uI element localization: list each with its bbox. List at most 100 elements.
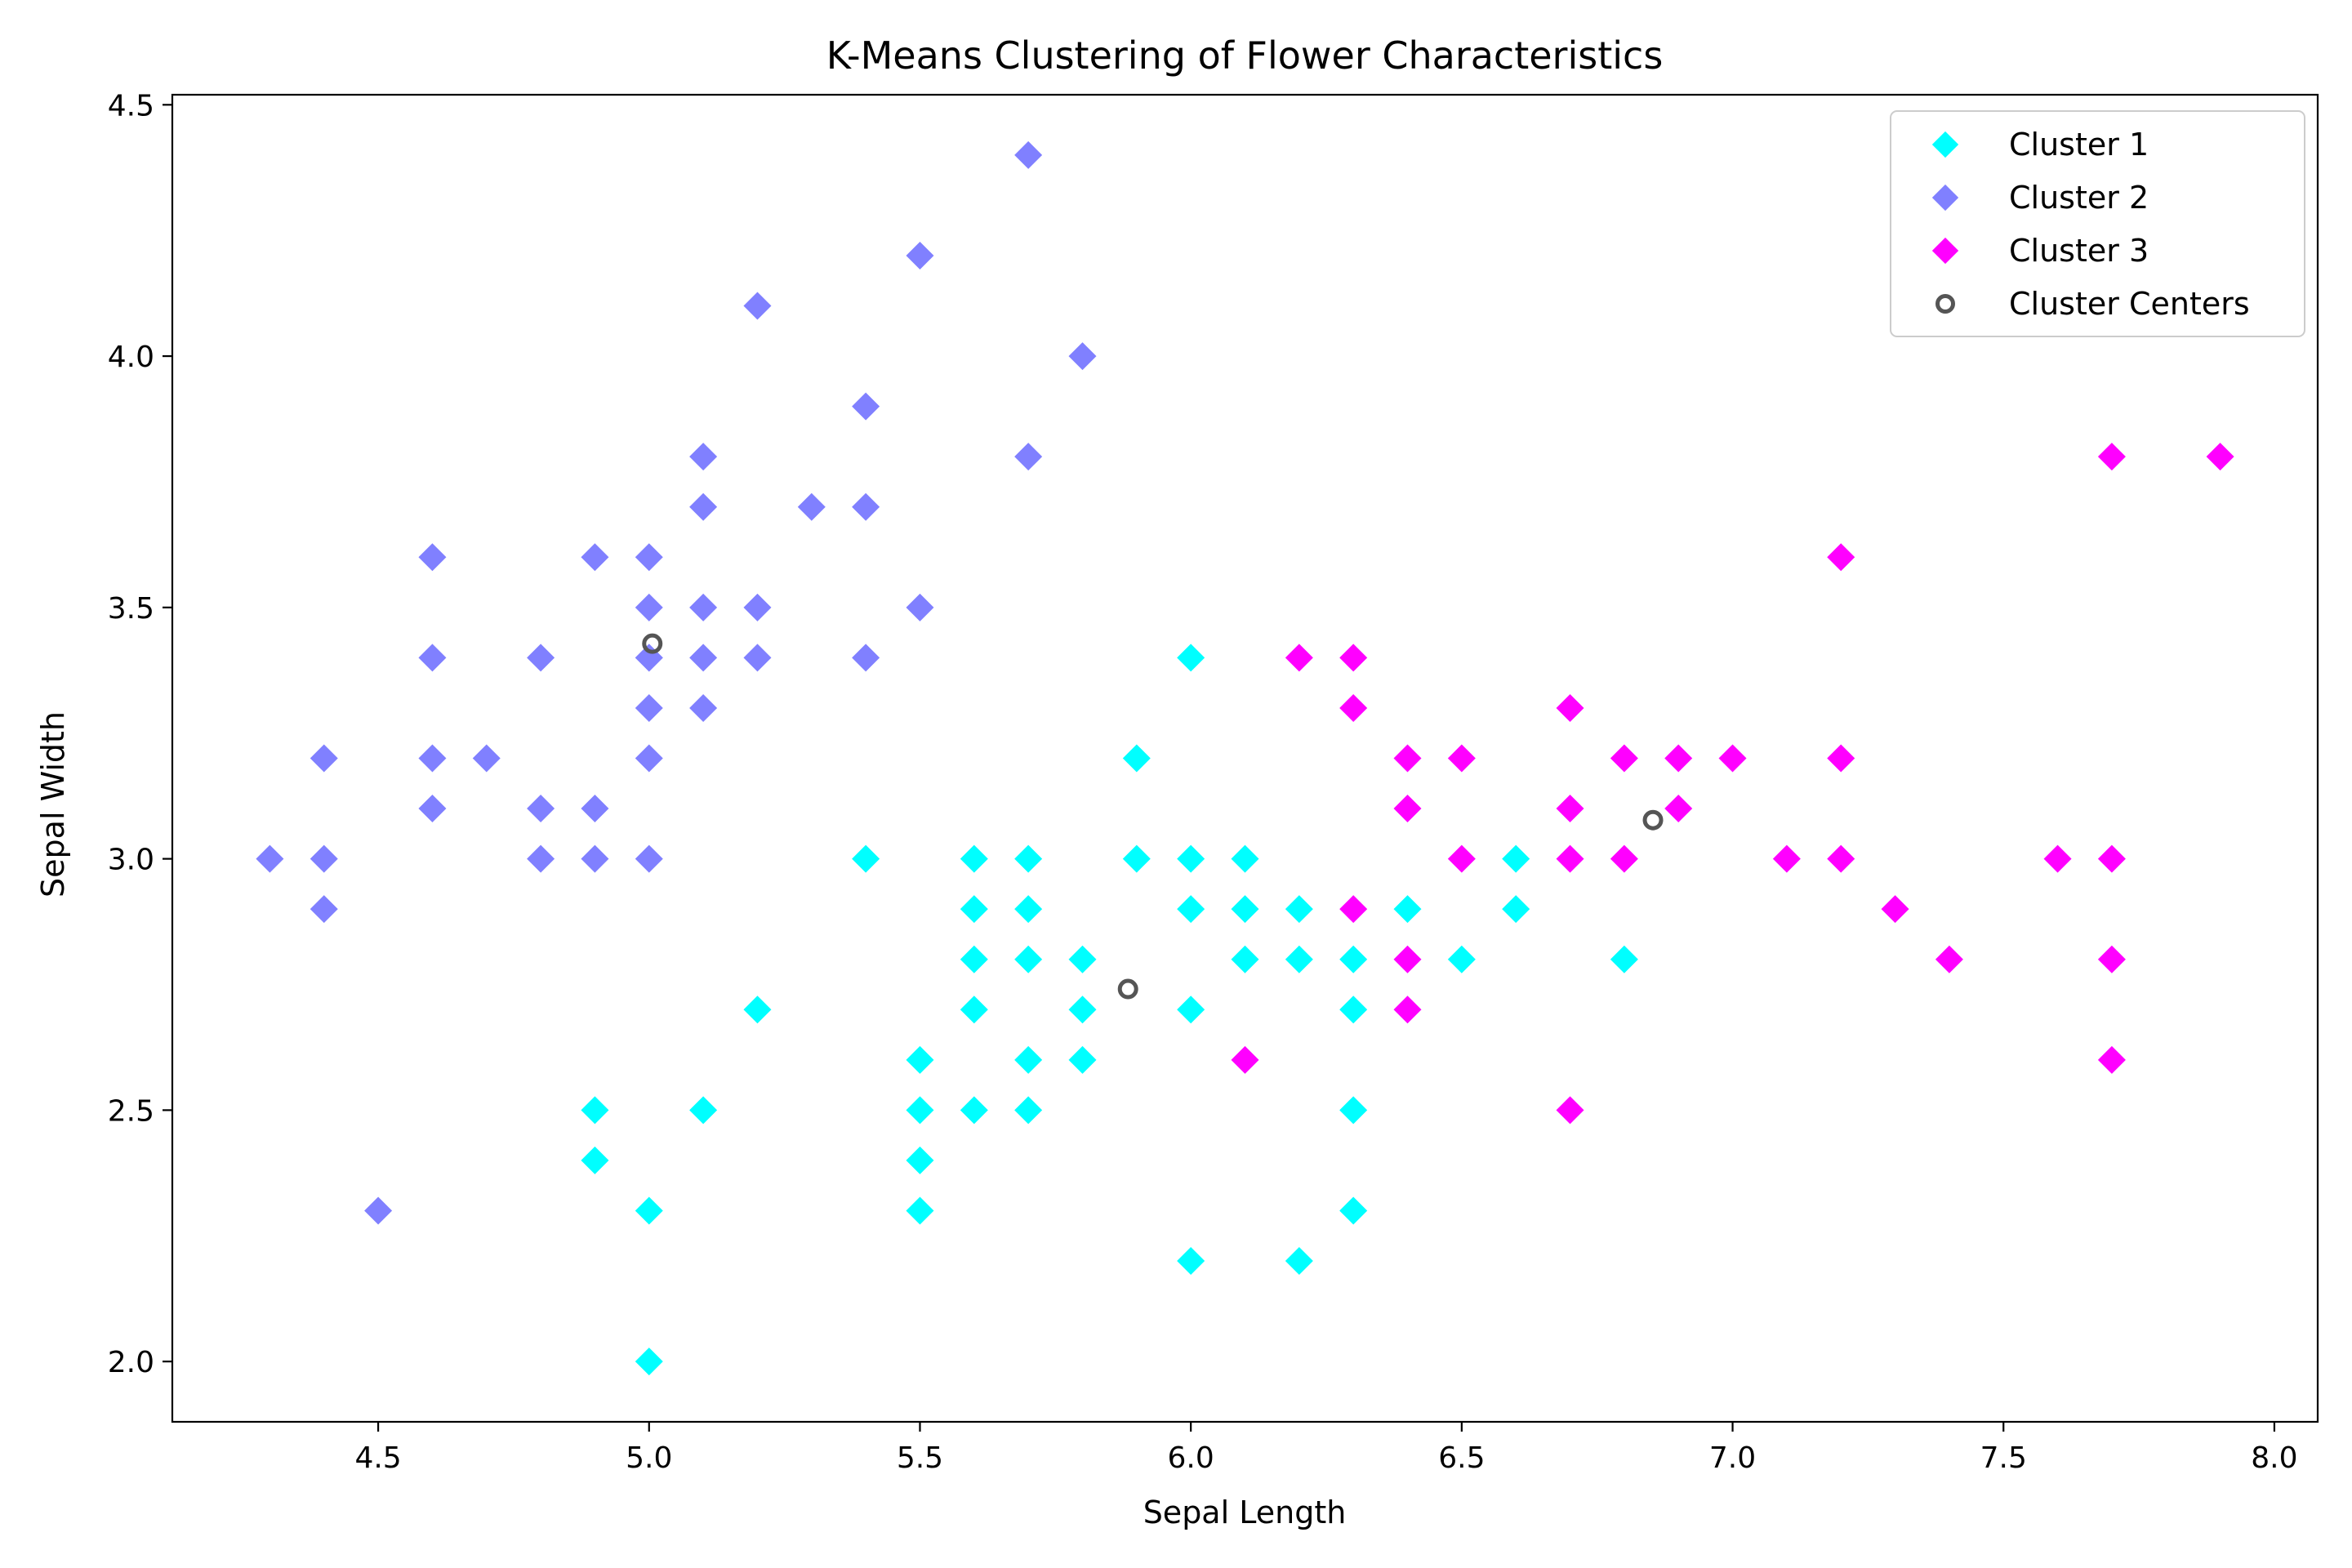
data-point [310, 844, 338, 873]
data-point [852, 492, 880, 521]
data-point [1177, 644, 1205, 672]
legend-label-cluster-3: Cluster 3 [2009, 233, 2149, 269]
data-point [581, 844, 609, 873]
data-point [1610, 844, 1638, 873]
data-point [960, 1096, 988, 1125]
legend-label-cluster-centers: Cluster Centers [2009, 286, 2250, 322]
data-point [1285, 644, 1313, 672]
y-tick-label: 4.0 [108, 341, 154, 374]
data-point [1285, 1247, 1313, 1276]
cluster-center-point [1117, 978, 1138, 1000]
data-point [418, 795, 447, 823]
data-point [906, 1045, 934, 1074]
data-point [418, 644, 447, 672]
data-point [2043, 844, 2072, 873]
data-point [1556, 693, 1584, 722]
data-point [1014, 1045, 1043, 1074]
data-point [1068, 1045, 1097, 1074]
data-point [2097, 1045, 2126, 1074]
data-point [1068, 342, 1097, 371]
data-point [1231, 844, 1259, 873]
cluster-center-point [642, 633, 663, 654]
data-point [1014, 844, 1043, 873]
data-point [1827, 744, 1855, 773]
data-point [1177, 895, 1205, 924]
data-point [906, 241, 934, 270]
data-point [1502, 844, 1530, 873]
data-point [1177, 1247, 1205, 1276]
data-point [1610, 744, 1638, 773]
data-point [743, 644, 772, 672]
series-cluster-3 [1231, 443, 2234, 1125]
data-point [1827, 844, 1855, 873]
data-point [635, 1196, 663, 1225]
data-point [906, 1146, 934, 1174]
x-tick-label: 6.0 [1168, 1441, 1214, 1475]
data-point [1285, 945, 1313, 973]
y-tick-label: 2.0 [108, 1346, 154, 1379]
y-axis-ticks: 2.0 2.5 3.0 3.5 4.0 4.5 [108, 89, 172, 1379]
y-tick-label: 2.5 [108, 1094, 154, 1128]
data-point [581, 1146, 609, 1174]
legend-marker-cluster-2 [1931, 184, 1959, 212]
plot-frame [171, 93, 2319, 1423]
data-point [1556, 844, 1584, 873]
data-point [1014, 945, 1043, 973]
data-point [2097, 945, 2126, 973]
data-point [472, 744, 501, 773]
data-point [1231, 945, 1259, 973]
data-point [1447, 945, 1476, 973]
data-point [1664, 795, 1693, 823]
data-point [852, 392, 880, 421]
data-point [1447, 744, 1476, 773]
data-point [1231, 1045, 1259, 1074]
data-point [1393, 795, 1422, 823]
data-point [1393, 945, 1422, 973]
data-point [1827, 543, 1855, 572]
legend-items: Cluster 1 Cluster 2 Cluster 3 Cluster Cente… [1931, 127, 2250, 322]
data-point [635, 1348, 663, 1376]
data-point [743, 593, 772, 621]
data-point [1339, 693, 1368, 722]
data-point [1177, 996, 1205, 1024]
data-point [960, 996, 988, 1024]
data-point [1935, 945, 1963, 973]
data-point [527, 844, 555, 873]
data-point [581, 543, 609, 572]
y-tick-label: 3.0 [108, 844, 154, 877]
series-cluster-2 [256, 140, 1097, 1225]
data-point [635, 844, 663, 873]
legend: Cluster 1 Cluster 2 Cluster 3 Cluster Cente… [1890, 110, 2305, 337]
x-axis-ticks: 4.5 5.0 5.5 6.0 6.5 7.0 7.5 8.0 [354, 1422, 2298, 1475]
data-point [364, 1196, 393, 1225]
x-tick-label: 7.5 [1980, 1441, 2027, 1475]
data-point [743, 292, 772, 320]
x-axis-label: Sepal Length [1143, 1494, 1347, 1530]
series-cluster-centers [642, 633, 1664, 1000]
data-point [635, 693, 663, 722]
data-point [1068, 945, 1097, 973]
data-point [852, 844, 880, 873]
data-point [418, 543, 447, 572]
data-point [1502, 895, 1530, 924]
data-point [581, 795, 609, 823]
legend-marker-cluster-3 [1931, 237, 1959, 265]
cluster-center-point [1642, 809, 1664, 831]
x-tick-label: 6.5 [1438, 1441, 1485, 1475]
data-point [310, 895, 338, 924]
data-point [256, 844, 284, 873]
data-point [1339, 644, 1368, 672]
series-cluster-1 [581, 644, 1638, 1376]
data-point [1339, 1096, 1368, 1125]
data-point [1393, 744, 1422, 773]
data-point [689, 443, 718, 471]
legend-marker-cluster-centers [1936, 294, 1955, 314]
data-point [797, 492, 826, 521]
data-point [1231, 895, 1259, 924]
data-point [852, 644, 880, 672]
legend-label-cluster-1: Cluster 1 [2009, 127, 2149, 163]
data-point [1664, 744, 1693, 773]
x-tick-label: 5.0 [626, 1441, 672, 1475]
data-point [635, 543, 663, 572]
